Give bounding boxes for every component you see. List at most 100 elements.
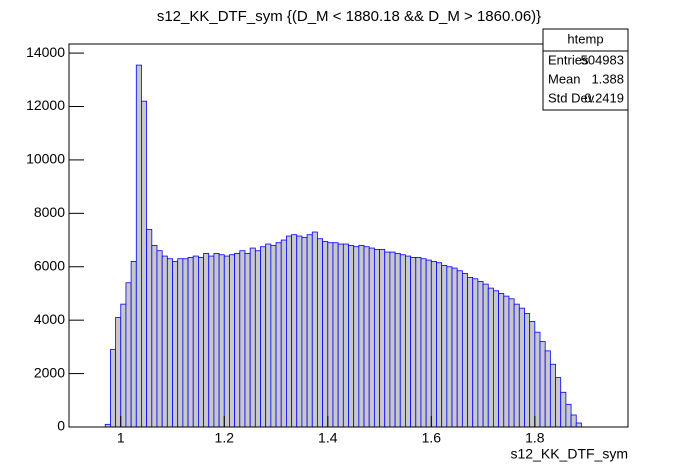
bar: [565, 403, 572, 428]
stats-label: Mean: [548, 71, 581, 86]
bar: [456, 270, 463, 428]
bar: [513, 303, 520, 428]
bar: [420, 258, 427, 428]
bar: [327, 242, 334, 428]
bar: [275, 242, 282, 428]
x-tick-label: 1.4: [318, 430, 338, 446]
bar: [177, 258, 184, 428]
bar: [446, 266, 453, 428]
bar: [436, 262, 443, 428]
bar: [461, 273, 468, 428]
bar: [394, 252, 401, 428]
bar: [477, 281, 484, 428]
bar: [141, 100, 148, 428]
bar: [493, 290, 500, 428]
bar: [348, 244, 355, 428]
bar: [120, 303, 127, 428]
stats-label: Std Dev: [548, 90, 595, 105]
bar: [322, 240, 329, 428]
bar: [373, 248, 380, 428]
bar: [270, 244, 277, 428]
stats-frame: [542, 28, 629, 111]
bar: [135, 64, 142, 428]
bar: [570, 414, 577, 428]
bar: [146, 228, 153, 428]
bar: [544, 350, 551, 428]
stats-label: Entries: [548, 52, 589, 67]
y-tick-label: 12000: [26, 97, 65, 113]
bar: [285, 235, 292, 428]
bar: [472, 278, 479, 428]
bar: [337, 243, 344, 428]
bar: [115, 317, 122, 428]
bar: [332, 242, 339, 428]
bar: [166, 258, 173, 428]
x-tick-label: 1.2: [215, 430, 235, 446]
bar: [529, 321, 536, 428]
bar: [234, 252, 241, 428]
bar: [560, 391, 567, 428]
y-tick-label: 6000: [34, 257, 65, 273]
bar: [156, 250, 163, 428]
bar: [503, 295, 510, 428]
bar: [265, 243, 272, 428]
bar: [151, 244, 158, 428]
bar: [425, 259, 432, 428]
bar: [306, 234, 313, 428]
y-tick-label: 14000: [26, 44, 65, 60]
bar: [451, 267, 458, 428]
bar: [467, 277, 474, 428]
bar: [441, 265, 448, 428]
bar: [208, 255, 215, 428]
bar: [229, 254, 236, 428]
bar: [187, 257, 194, 428]
bar: [379, 248, 386, 428]
stats-value: 1.388: [591, 71, 624, 86]
bar: [125, 282, 132, 428]
bar: [410, 257, 417, 428]
bar: [301, 236, 308, 428]
bar: [430, 261, 437, 428]
bar: [415, 257, 422, 428]
chart-title: s12_KK_DTF_sym {(D_M < 1880.18 && D_M > …: [157, 8, 541, 25]
x-tick-label: 1: [117, 430, 125, 446]
bar: [197, 257, 204, 428]
bar: [172, 261, 179, 428]
stats-title: htemp: [567, 31, 603, 46]
y-tick-label: 0: [57, 418, 65, 434]
bar: [244, 252, 251, 428]
bar: [239, 250, 246, 428]
bar: [280, 239, 287, 428]
bar: [249, 247, 256, 428]
bar: [218, 254, 225, 428]
bar: [130, 261, 137, 428]
y-tick-label: 10000: [26, 151, 65, 167]
bar: [399, 254, 406, 428]
bar: [353, 246, 360, 428]
x-tick-label: 1.6: [422, 430, 442, 446]
bar: [405, 255, 412, 428]
y-tick-label: 2000: [34, 364, 65, 380]
bar: [192, 255, 199, 428]
x-tick-label: 1.8: [525, 430, 545, 446]
bar: [358, 244, 365, 428]
bar: [291, 234, 298, 428]
bar: [311, 231, 318, 428]
bar: [482, 283, 489, 428]
bar: [534, 331, 541, 428]
bar: [368, 247, 375, 428]
bar: [363, 246, 370, 428]
bar: [254, 250, 261, 428]
bar: [296, 235, 303, 428]
bar: [161, 255, 168, 428]
plot-frame: [68, 43, 629, 428]
bar: [524, 313, 531, 428]
bar: [389, 251, 396, 428]
bar: [518, 307, 525, 428]
bar: [110, 349, 116, 428]
bar: [384, 251, 391, 428]
bar: [342, 243, 349, 428]
x-axis-label: s12_KK_DTF_sym: [511, 446, 628, 462]
